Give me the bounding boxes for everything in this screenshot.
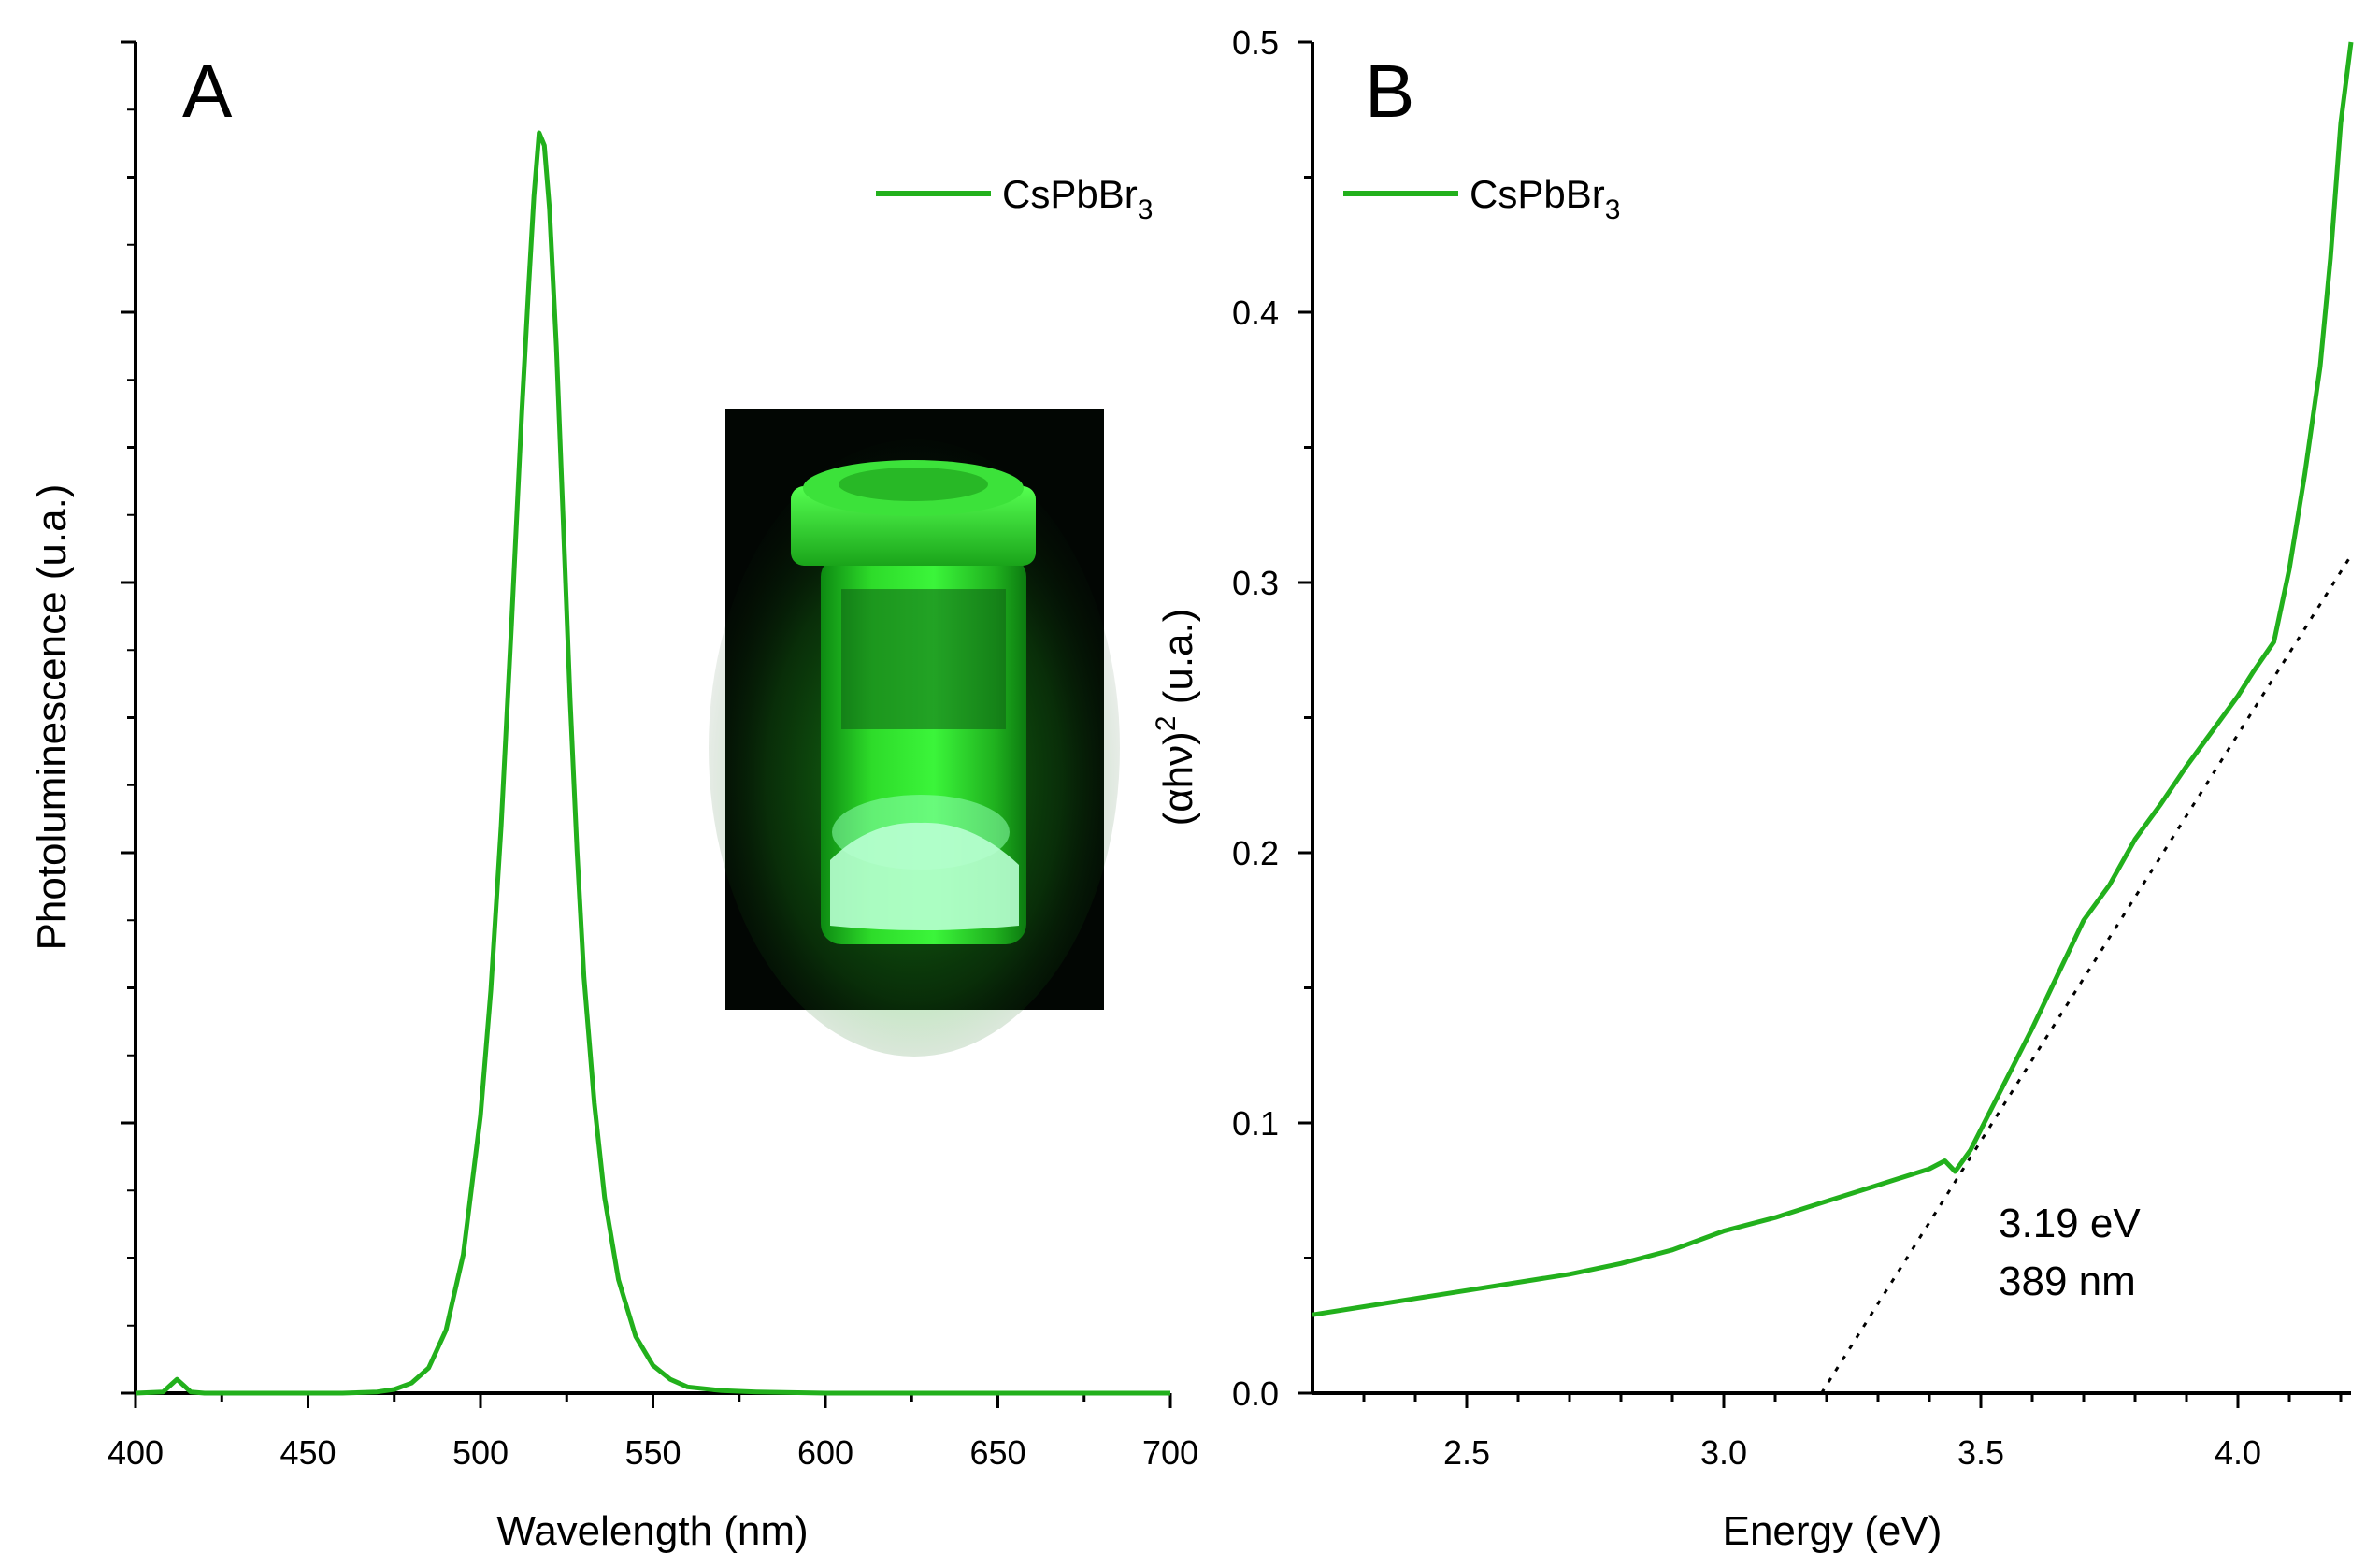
panel-a-legend-text: CsPbBr3 xyxy=(1002,172,1153,225)
panel-b-legend-text: CsPbBr3 xyxy=(1470,172,1620,225)
panel-a-x-tick-label: 500 xyxy=(452,1433,509,1472)
panel-b-ylabel: (αhν)2 (u.a.) xyxy=(1151,609,1201,827)
panel-b-x-tick-label: 3.5 xyxy=(1957,1433,2004,1472)
panel-a-x-tick-label: 400 xyxy=(108,1433,164,1472)
panel-b-x-tick-label: 2.5 xyxy=(1443,1433,1490,1472)
panel-a-x-tick-label: 550 xyxy=(624,1433,681,1472)
panel-b-tangent-line xyxy=(1820,554,2353,1394)
inset-photo xyxy=(709,409,1120,1057)
panel-b-y-ticks: 0.0 0.1 0.2 0.3 0.4 0.5 xyxy=(1232,23,1312,1413)
panel-a-x-tick-label: 450 xyxy=(280,1433,336,1472)
panel-b-x-tick-label: 4.0 xyxy=(2215,1433,2261,1472)
panel-a-legend: CsPbBr3 xyxy=(876,172,1153,225)
panel-a-x-tick-label: 650 xyxy=(969,1433,1025,1472)
panel-a-y-ticks xyxy=(121,40,136,1395)
panel-b-ylabel-unit: (u.a.) xyxy=(1155,609,1201,716)
panel-b-y-tick-label: 0.1 xyxy=(1232,1104,1279,1143)
panel-a-ylabel: Photoluminescence (u.a.) xyxy=(29,484,75,951)
panel-b-y-tick-label: 0.4 xyxy=(1232,294,1279,332)
panel-b-y-tick-label: 0.5 xyxy=(1232,23,1279,62)
vial-powder xyxy=(830,822,1019,930)
panel-b-y-tick-label: 0.3 xyxy=(1232,564,1279,602)
panel-b: 2.5 3.0 3.5 4.0 0.0 0.1 0.2 0.3 0.4 0.5 B Energy… xyxy=(1151,23,2354,1554)
panel-b-y-tick-label: 0.0 xyxy=(1232,1374,1279,1413)
vial-cap-rim xyxy=(839,468,988,501)
panel-a-letter: A xyxy=(182,50,233,133)
panel-a-x-tick-label: 600 xyxy=(797,1433,853,1472)
panel-a-x-ticks: 400 450 500 550 600 650 700 xyxy=(108,1393,1198,1472)
panel-b-ylabel-sup: 2 xyxy=(1151,716,1182,732)
panel-b-ylabel-main: (αhν) xyxy=(1155,731,1201,826)
panel-b-series-line xyxy=(1312,41,2354,1317)
panel-b-x-tick-label: 3.0 xyxy=(1700,1433,1747,1472)
panel-a-x-tick-label: 700 xyxy=(1142,1433,1198,1472)
panel-b-xlabel: Energy (eV) xyxy=(1723,1508,1943,1554)
annotation-energy: 3.19 eV xyxy=(1999,1201,2141,1246)
panel-b-legend: CsPbBr3 xyxy=(1343,172,1620,225)
annotation-wavelength: 389 nm xyxy=(1999,1259,2136,1304)
panel-b-letter: B xyxy=(1365,50,1414,133)
panel-a-series-line xyxy=(135,130,1170,1396)
panel-b-x-ticks: 2.5 3.0 3.5 4.0 xyxy=(1362,1393,2343,1472)
panel-a-xlabel: Wavelength (nm) xyxy=(496,1508,808,1554)
panel-a: 400 450 500 550 600 650 700 A Wavelength (nm) … xyxy=(29,40,1198,1554)
vial-inner-dark xyxy=(841,589,1006,729)
panel-b-y-tick-label: 0.2 xyxy=(1232,834,1279,872)
